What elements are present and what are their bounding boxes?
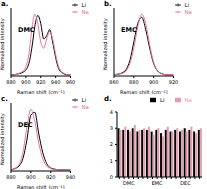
svg-text:4: 4 [110, 108, 113, 114]
svg-text:880: 880 [8, 173, 16, 179]
html-text:d.: d. [104, 94, 112, 103]
svg-text:3: 3 [110, 125, 113, 131]
html-text:Na: Na [81, 103, 89, 110]
svg-text:0: 0 [110, 173, 113, 179]
svg-text:920: 920 [169, 79, 179, 85]
svg-text:940: 940 [51, 79, 61, 85]
html-text:Li: Li [81, 2, 87, 8]
svg-text:920: 920 [36, 79, 46, 85]
svg-text:EMC: EMC [152, 179, 163, 185]
html-text:Na: Na [81, 9, 89, 15]
html-text:Li: Li [184, 2, 190, 8]
svg-text:DMC: DMC [123, 179, 135, 185]
html-text:DMC: DMC [18, 26, 35, 34]
html-text:Na: Na [184, 9, 192, 15]
svg-text:860: 860 [109, 79, 119, 85]
svg-text:Raman shift (cm⁻¹): Raman shift (cm⁻¹) [120, 89, 168, 94]
svg-text:900: 900 [26, 173, 36, 179]
svg-text:2: 2 [110, 141, 113, 147]
html-text:b.: b. [104, 0, 112, 8]
svg-text:920: 920 [46, 173, 56, 179]
svg-text:1: 1 [110, 157, 113, 163]
html-text:Li: Li [81, 96, 87, 103]
svg-text:Normalized intensity: Normalized intensity [103, 18, 109, 70]
html-text:c.: c. [1, 94, 8, 103]
svg-text:Raman shift (cm⁻¹): Raman shift (cm⁻¹) [17, 184, 65, 189]
svg-text:940: 940 [66, 173, 76, 179]
svg-text:DEC: DEC [180, 179, 191, 185]
html-text:EMC: EMC [121, 26, 137, 34]
svg-text:900: 900 [21, 79, 31, 85]
html-text:a.: a. [1, 0, 9, 8]
svg-text:Raman shift (cm⁻¹): Raman shift (cm⁻¹) [17, 89, 65, 94]
html-text:Li: Li [159, 96, 165, 103]
html-text:DEC: DEC [18, 120, 33, 129]
svg-text:900: 900 [149, 79, 159, 85]
html-text:Na: Na [184, 96, 192, 103]
svg-text:960: 960 [66, 79, 76, 85]
svg-text:880: 880 [8, 79, 16, 85]
svg-text:880: 880 [129, 79, 139, 85]
